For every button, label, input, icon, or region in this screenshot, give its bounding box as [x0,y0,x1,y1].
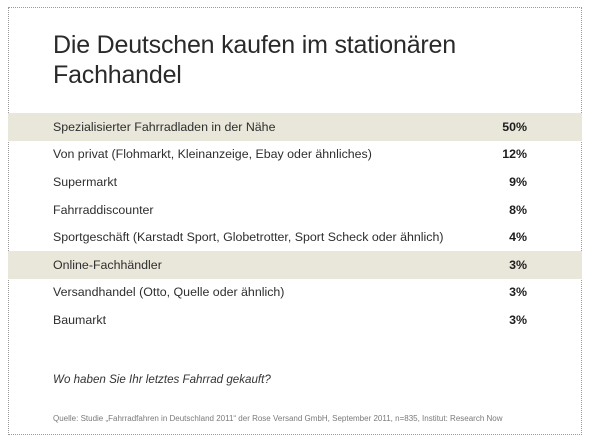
table-row: Spezialisierter Fahrradladen in der Nähe… [8,113,582,141]
row-label: Supermarkt [53,174,118,189]
row-value: 12% [502,147,527,162]
table-row: Baumarkt 3% [8,306,582,334]
table-row: Von privat (Flohmarkt, Kleinanzeige, Eba… [8,141,582,169]
table-row: Supermarkt 9% [8,168,582,196]
row-label: Fahrraddiscounter [53,202,154,217]
row-label: Online-Fachhändler [53,257,162,272]
source-note: Quelle: Studie „Fahrradfahren in Deutsch… [53,414,503,423]
row-value: 8% [509,202,527,217]
chart-frame [8,7,582,435]
table-row: Fahrraddiscounter 8% [8,196,582,224]
row-label: Von privat (Flohmarkt, Kleinanzeige, Eba… [53,147,372,162]
row-value: 3% [509,257,527,272]
survey-question: Wo haben Sie Ihr letztes Fahrrad gekauft… [53,373,271,386]
row-label: Sportgeschäft (Karstadt Sport, Globetrot… [53,230,444,245]
data-table: Spezialisierter Fahrradladen in der Nähe… [8,113,582,334]
table-row: Versandhandel (Otto, Quelle oder ähnlich… [8,279,582,307]
row-value: 9% [509,174,527,189]
table-row: Sportgeschäft (Karstadt Sport, Globetrot… [8,223,582,251]
chart-title: Die Deutschen kaufen im stationären Fach… [53,31,456,89]
row-label: Versandhandel (Otto, Quelle oder ähnlich… [53,285,285,300]
row-label: Spezialisierter Fahrradladen in der Nähe [53,119,276,134]
row-value: 3% [509,312,527,327]
row-value: 50% [502,119,527,134]
table-row: Online-Fachhändler 3% [8,250,582,279]
row-label: Baumarkt [53,312,107,327]
row-value: 3% [509,285,527,300]
row-value: 4% [509,230,527,245]
